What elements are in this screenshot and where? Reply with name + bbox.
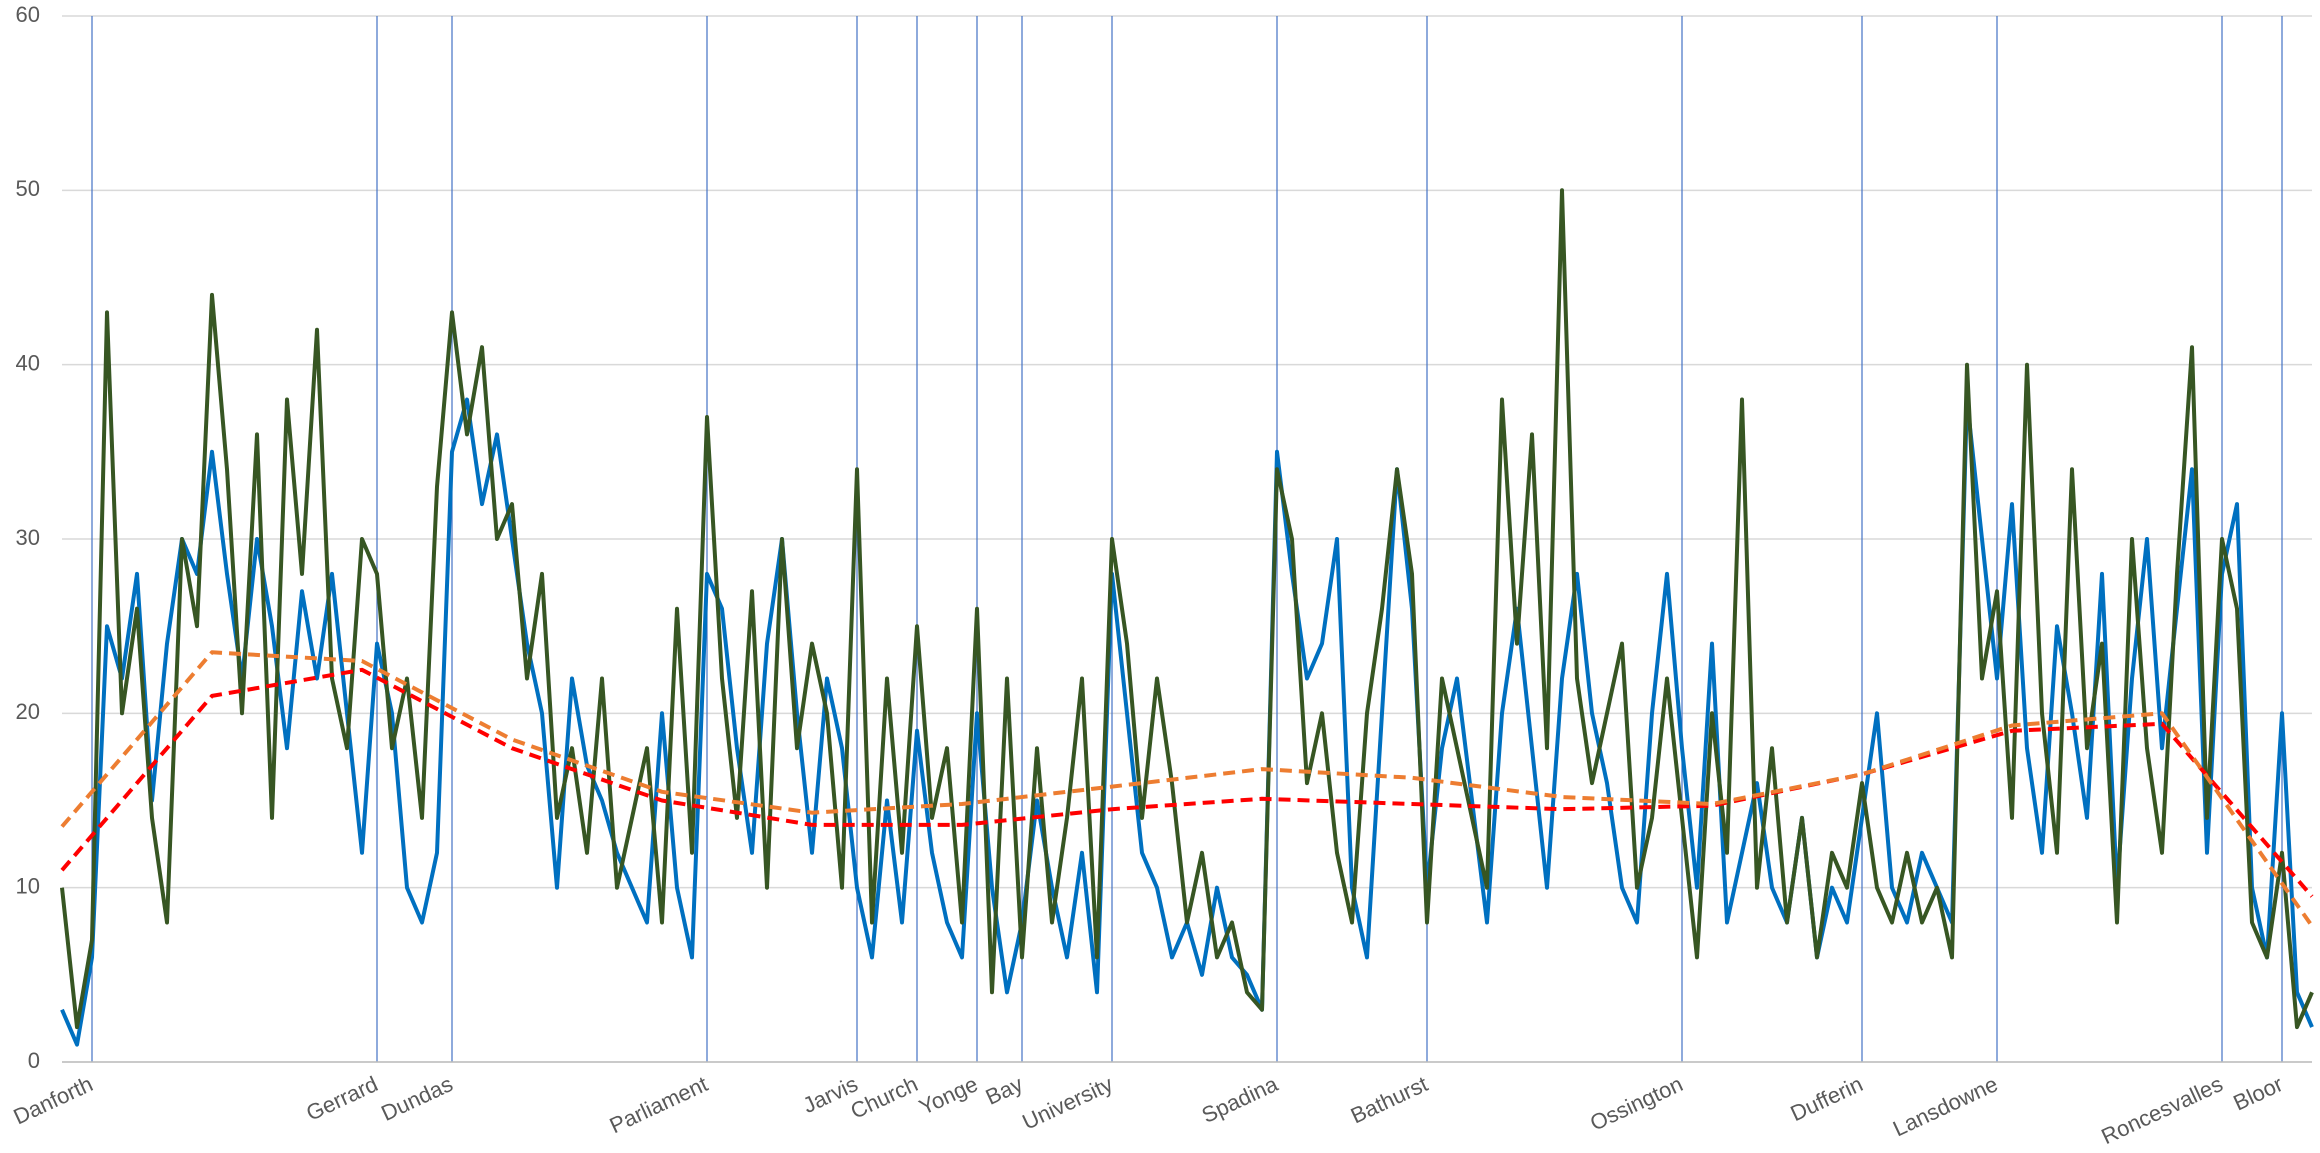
y-tick-label: 30 [16, 525, 40, 550]
x-tick-label: Ossington [1586, 1071, 1686, 1136]
y-tick-label: 10 [16, 873, 40, 898]
x-tick-label: Yonge [915, 1071, 981, 1120]
y-tick-label: 20 [16, 699, 40, 724]
y-tick-label: 0 [28, 1048, 40, 1073]
x-tick-label: Spadina [1198, 1071, 1282, 1128]
x-tick-label: Gerrard [302, 1071, 381, 1126]
trend-line [60, 667, 2314, 898]
x-tick-label: Roncesvalles [2097, 1071, 2226, 1149]
x-tick-label: Bloor [2229, 1071, 2286, 1115]
x-tick-label: Bathurst [1347, 1071, 1432, 1128]
x-tick-label: Church [847, 1071, 922, 1124]
x-tick-label: Dundas [377, 1071, 456, 1126]
y-tick-label: 40 [16, 350, 40, 375]
x-tick-label: Lansdowne [1889, 1071, 2002, 1141]
x-tick-label: Danforth [10, 1071, 97, 1129]
trend-line [60, 650, 2314, 928]
x-tick-label: Dufferin [1787, 1071, 1867, 1126]
y-tick-label: 60 [16, 2, 40, 27]
data-line [60, 188, 2314, 1030]
y-tick-label: 50 [16, 176, 40, 201]
x-tick-label: Bay [982, 1071, 1027, 1110]
x-tick-label: University [1018, 1071, 1116, 1134]
x-tick-label: Parliament [606, 1071, 712, 1138]
